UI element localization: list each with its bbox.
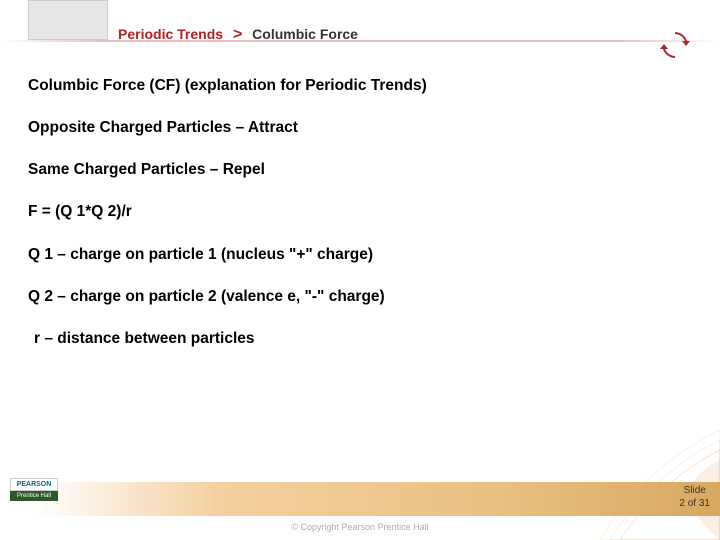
refresh-icon[interactable] <box>660 30 690 60</box>
copyright-footer: © Copyright Pearson Prentice Hall <box>0 522 720 532</box>
pearson-logo: PEARSON Prentice Hall <box>10 478 58 512</box>
content-line-5: Q 1 – charge on particle 1 (nucleus "+" … <box>28 245 692 265</box>
content-line-7: r – distance between particles <box>28 329 692 349</box>
breadcrumb-arrow: > <box>233 26 242 43</box>
logo-pearson: PEARSON <box>10 478 58 491</box>
breadcrumb: Periodic Trends > Columbic Force <box>118 26 358 44</box>
breadcrumb-sub: Columbic Force <box>252 26 358 42</box>
content-area: Columbic Force (CF) (explanation for Per… <box>0 66 720 349</box>
bottom-bar: Slide 2 of 31 <box>0 482 720 516</box>
content-line-1: Columbic Force (CF) (explanation for Per… <box>28 76 692 96</box>
slide-container: Periodic Trends > Columbic Force Columbi… <box>0 0 720 540</box>
content-line-3: Same Charged Particles – Repel <box>28 160 692 180</box>
header-tab <box>28 0 108 40</box>
slide-header: Periodic Trends > Columbic Force <box>0 0 720 66</box>
slide-number: Slide 2 of 31 <box>679 484 710 510</box>
content-line-4: F = (Q 1*Q 2)/r <box>28 202 692 222</box>
slide-label: Slide <box>679 484 710 497</box>
header-line <box>0 40 720 42</box>
logo-prentice-hall: Prentice Hall <box>10 491 58 501</box>
content-line-2: Opposite Charged Particles – Attract <box>28 118 692 138</box>
slide-num-value: 2 of 31 <box>679 497 710 510</box>
content-line-6: Q 2 – charge on particle 2 (valence e, "… <box>28 287 692 307</box>
breadcrumb-main: Periodic Trends <box>118 26 223 42</box>
